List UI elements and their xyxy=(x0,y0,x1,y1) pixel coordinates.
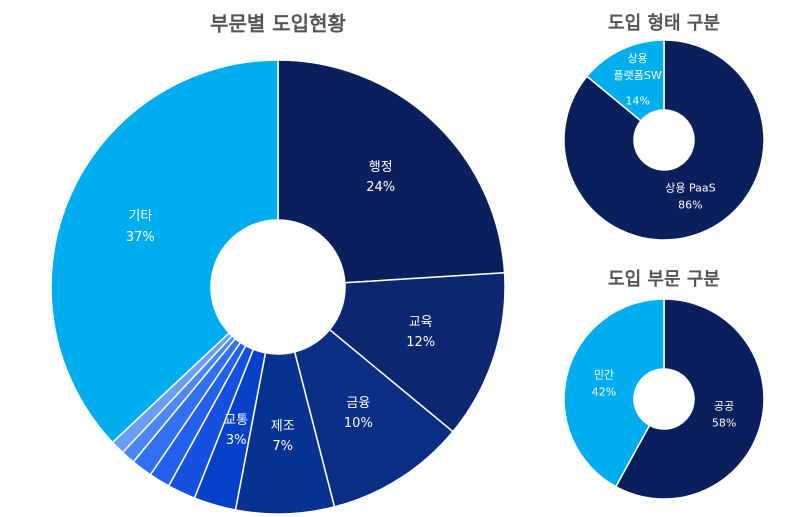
slice-label: 상용 PaaS xyxy=(665,181,716,195)
slice-value: 42% xyxy=(591,385,617,399)
donut-slice xyxy=(563,39,765,241)
donut-slice xyxy=(50,59,279,444)
slice-label: 민간 xyxy=(593,368,615,382)
donut-slice xyxy=(293,328,454,508)
donut-slice xyxy=(585,39,665,122)
slice-value: 10% xyxy=(343,415,373,431)
slice-value: 12% xyxy=(406,335,436,351)
slice-value: 24% xyxy=(366,179,396,195)
slice-label: 행정 xyxy=(368,159,393,175)
slice-label: 교육 xyxy=(408,315,433,331)
chart-title: 부문별 도입현황 xyxy=(210,11,346,36)
chart-title: 도입 부문 구분 xyxy=(608,269,720,290)
donut-slice xyxy=(563,298,665,488)
slice-label: 교통 xyxy=(224,412,249,428)
slice-label: 금융 xyxy=(346,395,371,411)
donut-slice xyxy=(614,298,765,500)
donut-slice xyxy=(277,59,506,284)
slice-value: 7% xyxy=(272,438,294,454)
slice-value: 86% xyxy=(678,198,703,212)
slice-label: 상용 플랫폼SW xyxy=(613,51,662,82)
slice-value: 3% xyxy=(225,433,247,449)
slice-label: 제조 xyxy=(270,418,295,434)
slice-label: 기타 xyxy=(128,209,153,225)
slice-value: 14% xyxy=(625,94,650,108)
slice-value: 58% xyxy=(711,416,737,430)
chart-title: 도입 형태 구분 xyxy=(608,13,720,34)
slice-label: 공공 xyxy=(713,399,735,413)
slice-value: 37% xyxy=(125,229,155,245)
donut-slice xyxy=(328,271,506,433)
